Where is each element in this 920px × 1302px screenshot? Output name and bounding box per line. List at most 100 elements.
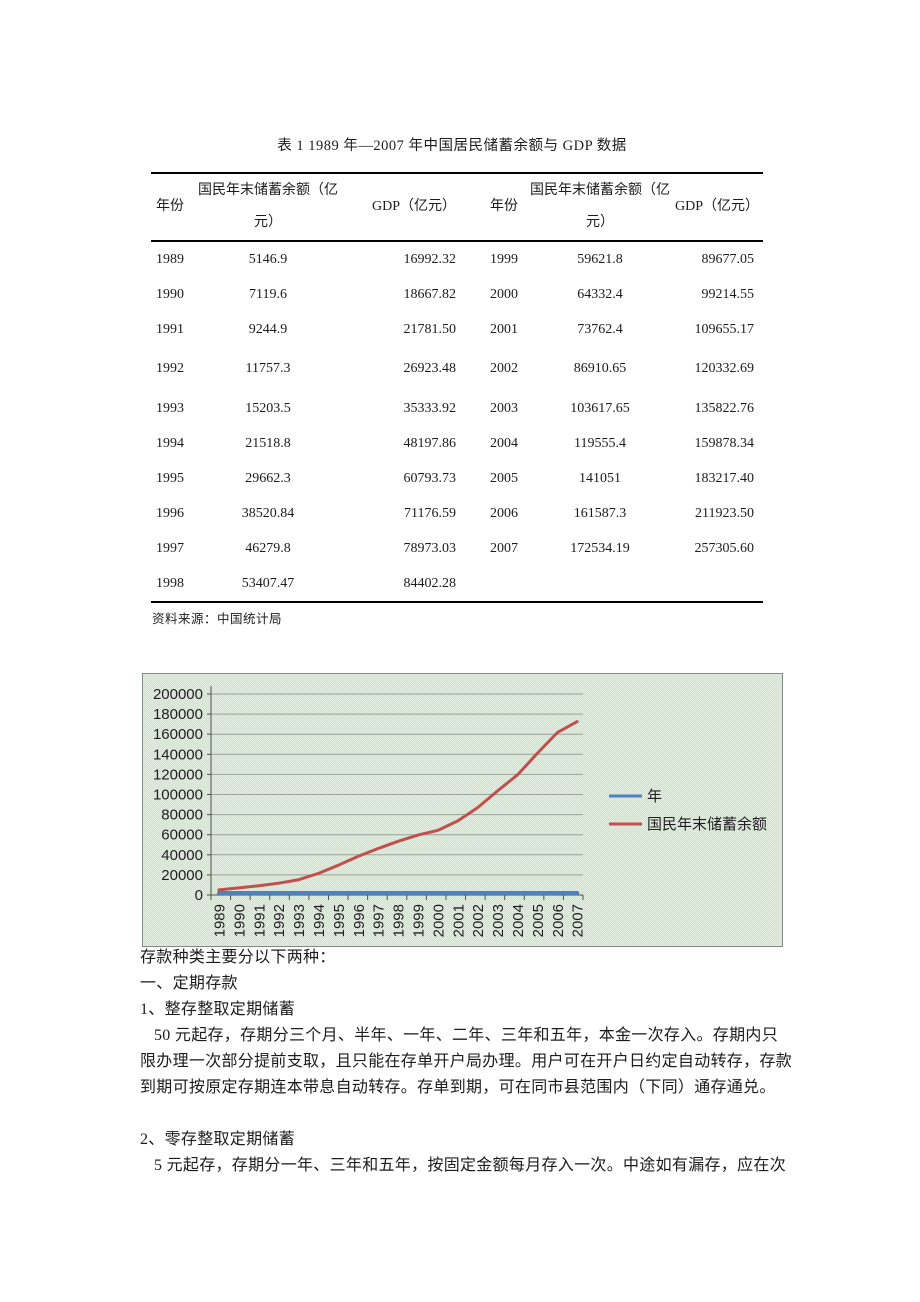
x-tick-label: 1992	[271, 904, 288, 937]
table-cell: 1989	[156, 251, 184, 267]
table-cell: 120332.69	[694, 361, 755, 376]
table-cell: 119555.4	[574, 435, 626, 451]
header-gdp-right: GDP（亿元）	[675, 199, 760, 214]
table-cell: 35333.92	[403, 400, 457, 416]
y-tick-label: 200000	[153, 686, 203, 703]
table-body: 1989 5146.9 16992.32 1999 59621.8 89677.05 199…	[151, 241, 763, 602]
x-tick-label: 2005	[530, 904, 547, 937]
table-cell: 15203.5	[245, 400, 291, 416]
table-cell: 46279.8	[245, 540, 291, 556]
table-cell: 48197.86	[403, 435, 457, 451]
series-line-savings	[217, 720, 579, 892]
table-cell: 135822.76	[694, 400, 755, 416]
table-cell	[470, 566, 525, 602]
table-row: 1989 5146.9 16992.32 1999 59621.8 89677.05	[151, 241, 763, 277]
body-text: 存款种类主要分以下两种： 一、定期存款 1、整存整取定期储蓄 50 元起存，存期分三个…	[140, 945, 792, 1179]
table-cell: 103617.65	[570, 400, 630, 416]
x-tick-label: 1995	[331, 904, 348, 937]
table-cell: 1993	[156, 400, 184, 416]
table-cell: 1999	[490, 251, 518, 267]
header-savings-left: 国民年末储蓄余额（亿 元）	[198, 183, 338, 230]
table-cell: 109655.17	[694, 321, 755, 337]
y-tick-label: 180000	[153, 706, 203, 723]
table-row: 1991 9244.9 21781.50 2001 73762.4 109655.17	[151, 312, 763, 347]
table-cell: 1990	[156, 286, 184, 302]
y-tick-label: 160000	[153, 726, 203, 743]
table-cell: 73762.4	[577, 321, 623, 337]
table-cell: 159878.34	[694, 435, 755, 451]
x-tick-label: 1996	[351, 904, 368, 937]
body-line: 50 元起存，存期分三个月、半年、一年、二年、三年和五年，本金一次存入。存期内只	[154, 1027, 779, 1044]
table-title: 表 1 1989 年—2007 年中国居民储蓄余额与 GDP 数据	[277, 138, 627, 154]
table-cell: 59621.8	[577, 251, 623, 267]
x-tick-label: 1994	[311, 904, 328, 937]
table-cell: 2001	[490, 321, 518, 337]
y-tick-label: 20000	[161, 867, 203, 884]
x-tick-label: 1993	[291, 904, 308, 937]
table-cell: 99214.55	[701, 286, 755, 302]
header-year-right: 年份	[490, 199, 518, 214]
y-tick-label: 120000	[153, 766, 203, 783]
table-cell: 11757.3	[245, 361, 291, 376]
table-cell: 1995	[156, 470, 184, 486]
body-line: 一、定期存款	[140, 975, 238, 992]
x-tick-label: 1991	[251, 904, 268, 937]
table-cell: 64332.4	[577, 286, 623, 302]
table-cell	[675, 566, 763, 602]
table-cell: 71176.59	[404, 505, 456, 521]
savings-line-chart: 0 20000 40000 60000 80000 100000 120000 140000 1…	[142, 673, 783, 947]
table-header: 年份 国民年末储蓄余额（亿 元） GDP（亿元） 年份 国民年末储蓄余额（亿 元…	[151, 173, 763, 241]
header-savings-right: 国民年末储蓄余额（亿 元）	[530, 183, 670, 230]
table-cell: 1996	[156, 505, 184, 521]
table-cell: 2002	[490, 361, 518, 376]
x-tick-label: 2002	[470, 904, 487, 937]
x-tick-label: 2006	[550, 904, 567, 937]
table-cell: 211923.50	[695, 505, 754, 521]
table-row: 1994 21518.8 48197.86 2004 119555.4 159878.34	[151, 426, 763, 461]
table-row: 1993 15203.5 35333.92 2003 103617.65 135822.7…	[151, 391, 763, 426]
table-cell: 86910.65	[573, 361, 627, 376]
y-tick-label: 100000	[153, 787, 203, 804]
table-cell: 2006	[490, 505, 518, 521]
table-cell: 16992.32	[403, 251, 457, 267]
savings-gdp-table: 年份 国民年末储蓄余额（亿 元） GDP（亿元） 年份 国民年末储蓄余额（亿 元…	[151, 172, 763, 603]
table-cell: 21781.50	[403, 321, 457, 337]
table-row: 1992 11757.3 26923.48 2002 86910.65 120332.69	[151, 347, 763, 391]
table-cell: 161587.3	[573, 505, 627, 521]
x-tick-label: 2004	[510, 904, 527, 937]
table-cell: 1991	[156, 321, 184, 337]
y-tick-label: 140000	[153, 746, 203, 763]
table-cell: 26923.48	[403, 361, 457, 376]
table-row: 1990 7119.6 18667.82 2000 64332.4 99214.55	[151, 277, 763, 312]
table-cell: 1997	[156, 540, 184, 556]
table-cell: 2003	[490, 400, 518, 416]
header-gdp-left: GDP（亿元）	[371, 199, 456, 214]
body-line: 2、零存整取定期储蓄	[140, 1131, 296, 1148]
table-cell: 141051	[579, 470, 621, 486]
table-cell: 1994	[156, 435, 184, 451]
x-tick-label: 1989	[212, 904, 229, 937]
body-line: 1、整存整取定期储蓄	[140, 1001, 296, 1018]
table-cell: 257305.60	[694, 540, 755, 556]
table-cell: 38520.84	[241, 505, 295, 521]
legend-label: 年	[647, 788, 662, 805]
table-cell: 84402.28	[403, 575, 457, 591]
table-cell: 2004	[490, 435, 518, 451]
x-tick-label: 2000	[430, 904, 447, 937]
table-cell: 21518.8	[245, 435, 291, 451]
x-tick-label: 1998	[391, 904, 408, 937]
body-line: 5 元起存，存期分一年、三年和五年，按固定金额每月存入一次。中途如有漏存，应在次	[154, 1157, 787, 1174]
y-tick-label: 80000	[161, 807, 203, 824]
table-row: 1995 29662.3 60793.73 2005 141051 183217.40	[151, 461, 763, 496]
table-row: 1996 38520.84 71176.59 2006 161587.3 211923.5…	[151, 496, 763, 531]
table-row: 1998 53407.47 84402.28	[151, 566, 763, 602]
table-cell: 53407.47	[241, 575, 295, 591]
chart-svg: 0 20000 40000 60000 80000 100000 120000 140000 1…	[153, 686, 767, 937]
y-tick-label: 40000	[161, 847, 203, 864]
table-cell: 2005	[490, 470, 518, 486]
x-tick-label: 1997	[371, 904, 388, 937]
table-cell: 18667.82	[403, 286, 457, 302]
x-tick-label: 2001	[450, 904, 467, 937]
x-tick-label: 2007	[570, 904, 587, 937]
table-cell: 2000	[490, 286, 518, 302]
